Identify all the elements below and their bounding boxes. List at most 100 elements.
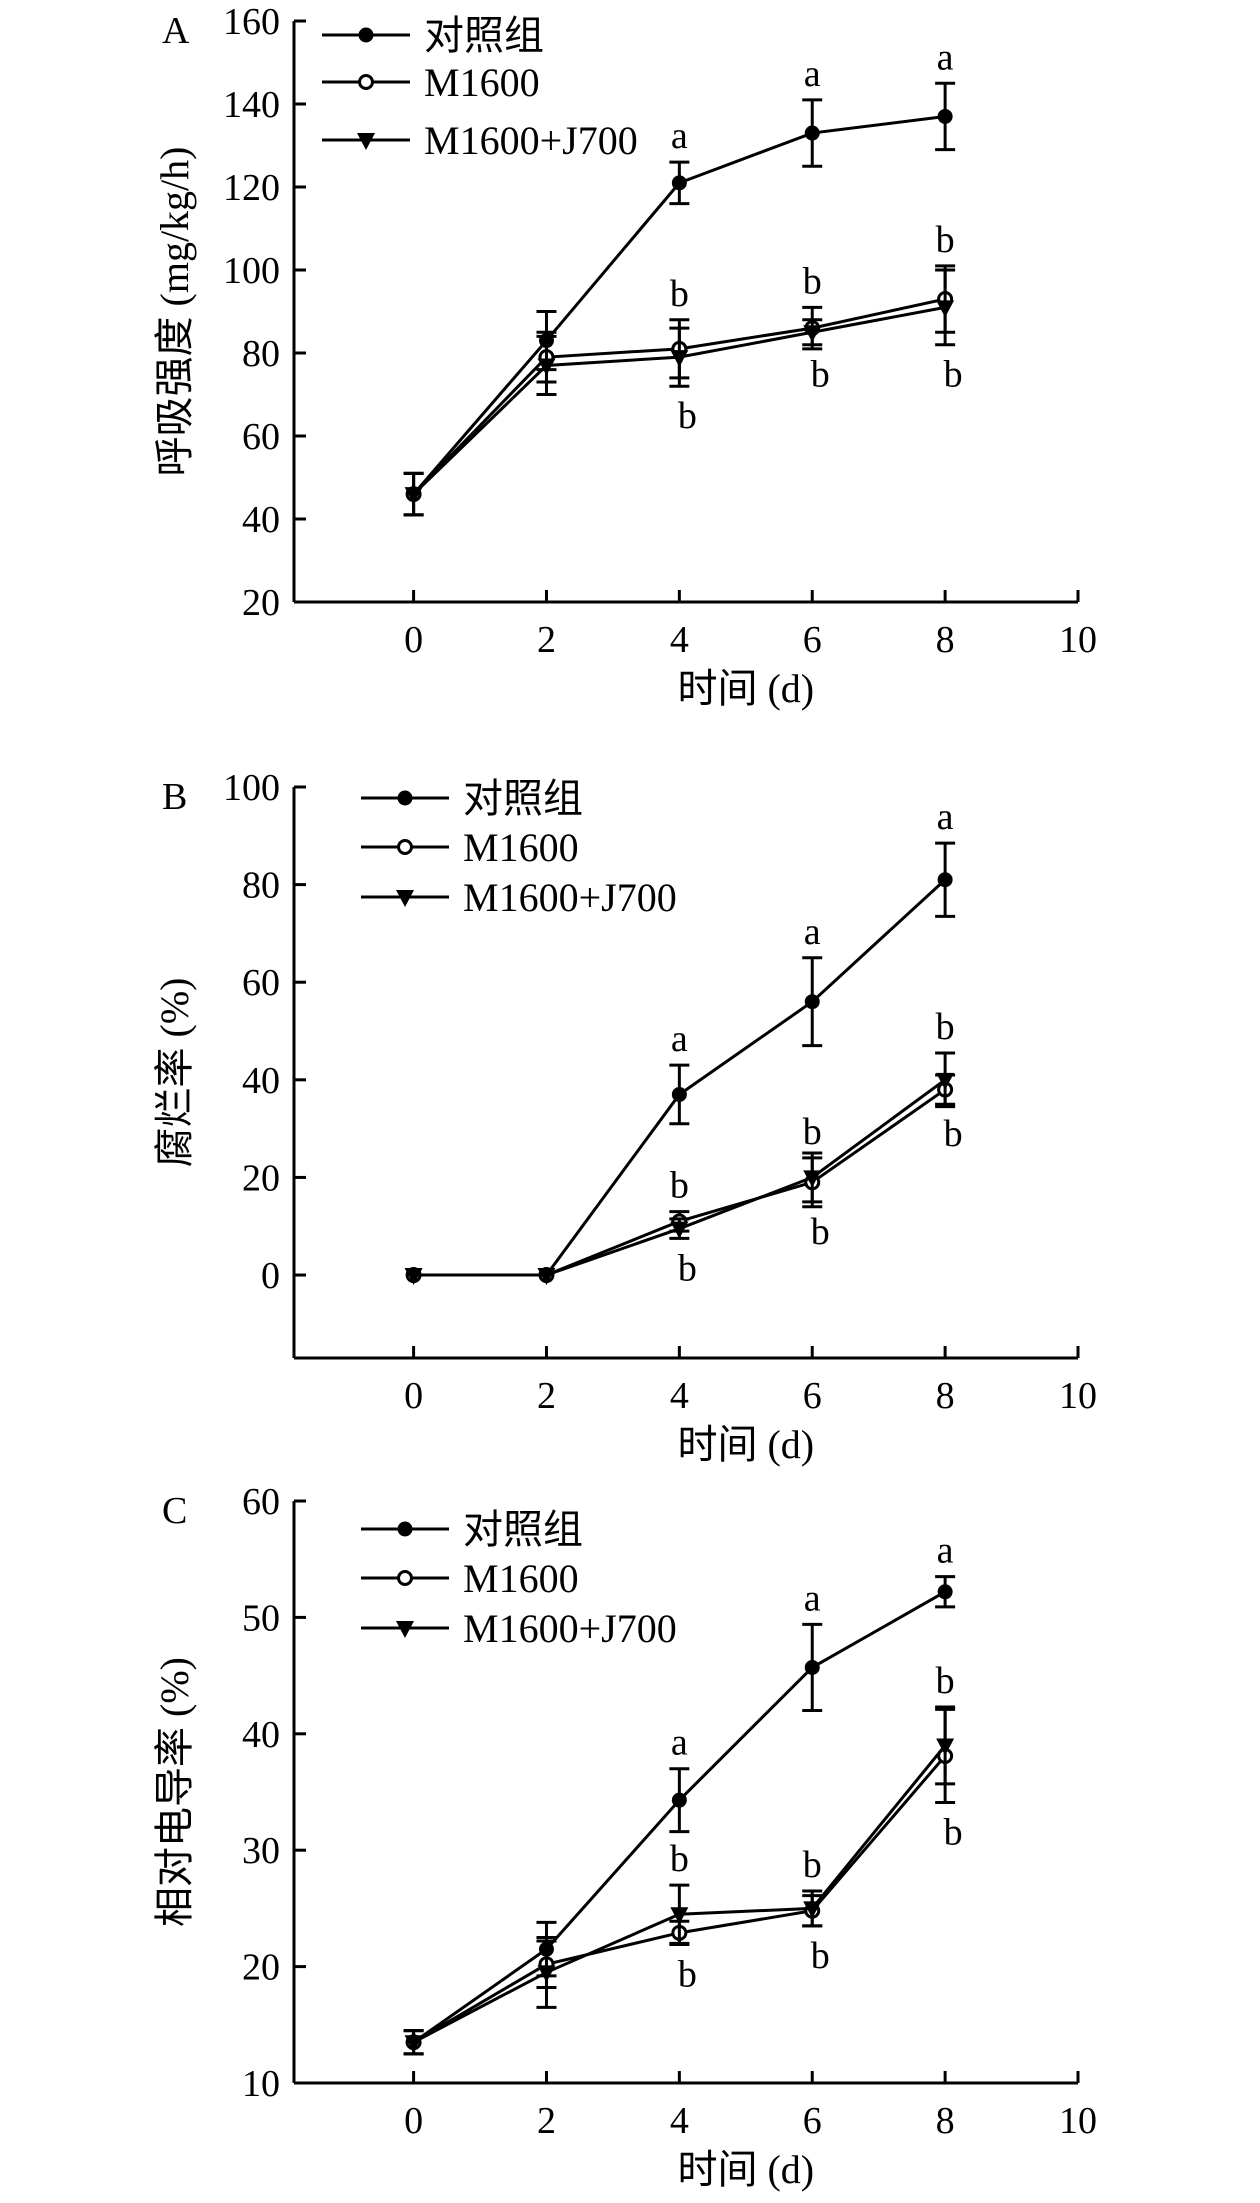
data-point — [537, 1268, 556, 1286]
data-point — [537, 358, 556, 376]
data-point — [804, 125, 820, 141]
significance-letter: b — [811, 1211, 830, 1253]
y-tick-label: 50 — [242, 1597, 280, 1639]
y-tick-label: 100 — [223, 250, 280, 292]
x-tick-label: 0 — [404, 2100, 423, 2142]
y-tick-label: 120 — [223, 167, 280, 209]
significance-letter: a — [937, 36, 954, 78]
series-2: b b b — [404, 1006, 956, 1289]
legend-label: M1600+J700 — [463, 1606, 677, 1651]
significance-letter: b — [936, 1006, 955, 1048]
legend-marker — [358, 74, 374, 90]
significance-letter: b — [936, 1660, 955, 1702]
y-tick-label: 80 — [242, 333, 280, 375]
significance-letter: b — [944, 1113, 963, 1155]
data-point — [404, 1268, 423, 1286]
y-tick-label: 0 — [261, 1255, 280, 1297]
data-point — [404, 2035, 423, 2053]
legend-label: M1600 — [463, 1556, 579, 1601]
legend-label: 对照组 — [463, 1507, 583, 1552]
significance-letter: b — [811, 1935, 830, 1977]
x-tick-label: 0 — [404, 619, 423, 661]
x-tick-label: 8 — [936, 2100, 955, 2142]
data-point — [671, 175, 687, 191]
legend-label: M1600+J700 — [424, 118, 638, 163]
legend-label: 对照组 — [424, 13, 544, 58]
y-axis-title: 腐烂率 (%) — [152, 978, 197, 1168]
legend-marker — [397, 790, 413, 806]
x-axis-title: 时间 (d) — [677, 666, 814, 711]
data-point — [537, 1965, 556, 1983]
significance-letter: a — [937, 1530, 954, 1572]
legend-label: M1600+J700 — [463, 875, 677, 920]
significance-letter: a — [804, 911, 821, 953]
legend-marker — [396, 1621, 414, 1638]
x-tick-label: 6 — [803, 1375, 822, 1417]
data-point — [936, 1738, 955, 1756]
data-point — [936, 1072, 955, 1090]
y-tick-label: 40 — [242, 1060, 280, 1102]
y-tick-label: 60 — [242, 416, 280, 458]
y-tick-label: 30 — [242, 1830, 280, 1872]
data-point — [670, 1907, 689, 1925]
significance-letter: a — [804, 1577, 821, 1619]
significance-letter: b — [936, 219, 955, 261]
x-tick-label: 10 — [1059, 2100, 1097, 2142]
significance-letter: b — [678, 1247, 697, 1289]
legend-marker — [397, 1570, 413, 1586]
significance-letter: b — [678, 1953, 697, 1995]
data-point — [670, 350, 689, 368]
y-tick-label: 40 — [242, 1714, 280, 1756]
y-tick-label: 10 — [242, 2063, 280, 2105]
data-point — [803, 325, 822, 343]
significance-letter: a — [671, 115, 688, 157]
significance-letter: a — [804, 53, 821, 95]
x-tick-label: 8 — [936, 1375, 955, 1417]
significance-letter: b — [803, 1844, 822, 1886]
data-point — [803, 1901, 822, 1919]
chart-panel-B: 0 20 40 60 80 100 0 2 4 6 8 10 B 时间 (d) 腐烂率 (%) a a a 对照组 b… — [152, 767, 1097, 1467]
y-tick-label: 20 — [242, 1947, 280, 1989]
legend-marker — [397, 839, 413, 855]
data-point — [937, 108, 953, 124]
x-tick-label: 4 — [670, 1375, 689, 1417]
legend-label: 对照组 — [463, 776, 583, 821]
data-point — [936, 300, 955, 318]
data-point — [671, 1792, 687, 1808]
y-axis-title: 相对电导率 (%) — [152, 1657, 197, 1927]
significance-letter: b — [670, 273, 689, 315]
significance-letter: b — [811, 354, 830, 396]
significance-letter: a — [671, 1018, 688, 1060]
panel-label: A — [162, 10, 190, 52]
legend-marker — [397, 1521, 413, 1537]
significance-letter: b — [944, 1811, 963, 1853]
x-tick-label: 8 — [936, 619, 955, 661]
significance-letter: b — [944, 354, 963, 396]
x-tick-label: 2 — [537, 2100, 556, 2142]
panel-label: B — [162, 776, 187, 818]
legend-marker — [396, 890, 414, 907]
y-tick-label: 60 — [242, 962, 280, 1004]
data-point — [804, 994, 820, 1010]
data-point — [671, 1086, 687, 1102]
x-tick-label: 0 — [404, 1375, 423, 1417]
legend-label: M1600 — [463, 825, 579, 870]
x-tick-label: 6 — [803, 2100, 822, 2142]
y-tick-label: 140 — [223, 84, 280, 126]
legend-label: M1600 — [424, 60, 540, 105]
chart-panel-C: 10 20 30 40 50 60 0 2 4 6 8 10 C 时间 (d) 相对电导率 (%) a a a 对照… — [152, 1481, 1097, 2192]
significance-letter: a — [937, 796, 954, 838]
data-point — [804, 1659, 820, 1675]
data-point — [670, 1221, 689, 1239]
significance-letter: a — [671, 1722, 688, 1764]
x-tick-label: 2 — [537, 619, 556, 661]
legend-marker — [357, 133, 375, 150]
x-tick-label: 2 — [537, 1375, 556, 1417]
data-point — [937, 872, 953, 888]
y-tick-label: 160 — [223, 1, 280, 43]
y-tick-label: 40 — [242, 499, 280, 541]
y-tick-label: 60 — [242, 1481, 280, 1523]
panel-label: C — [162, 1490, 187, 1532]
data-point — [404, 487, 423, 505]
